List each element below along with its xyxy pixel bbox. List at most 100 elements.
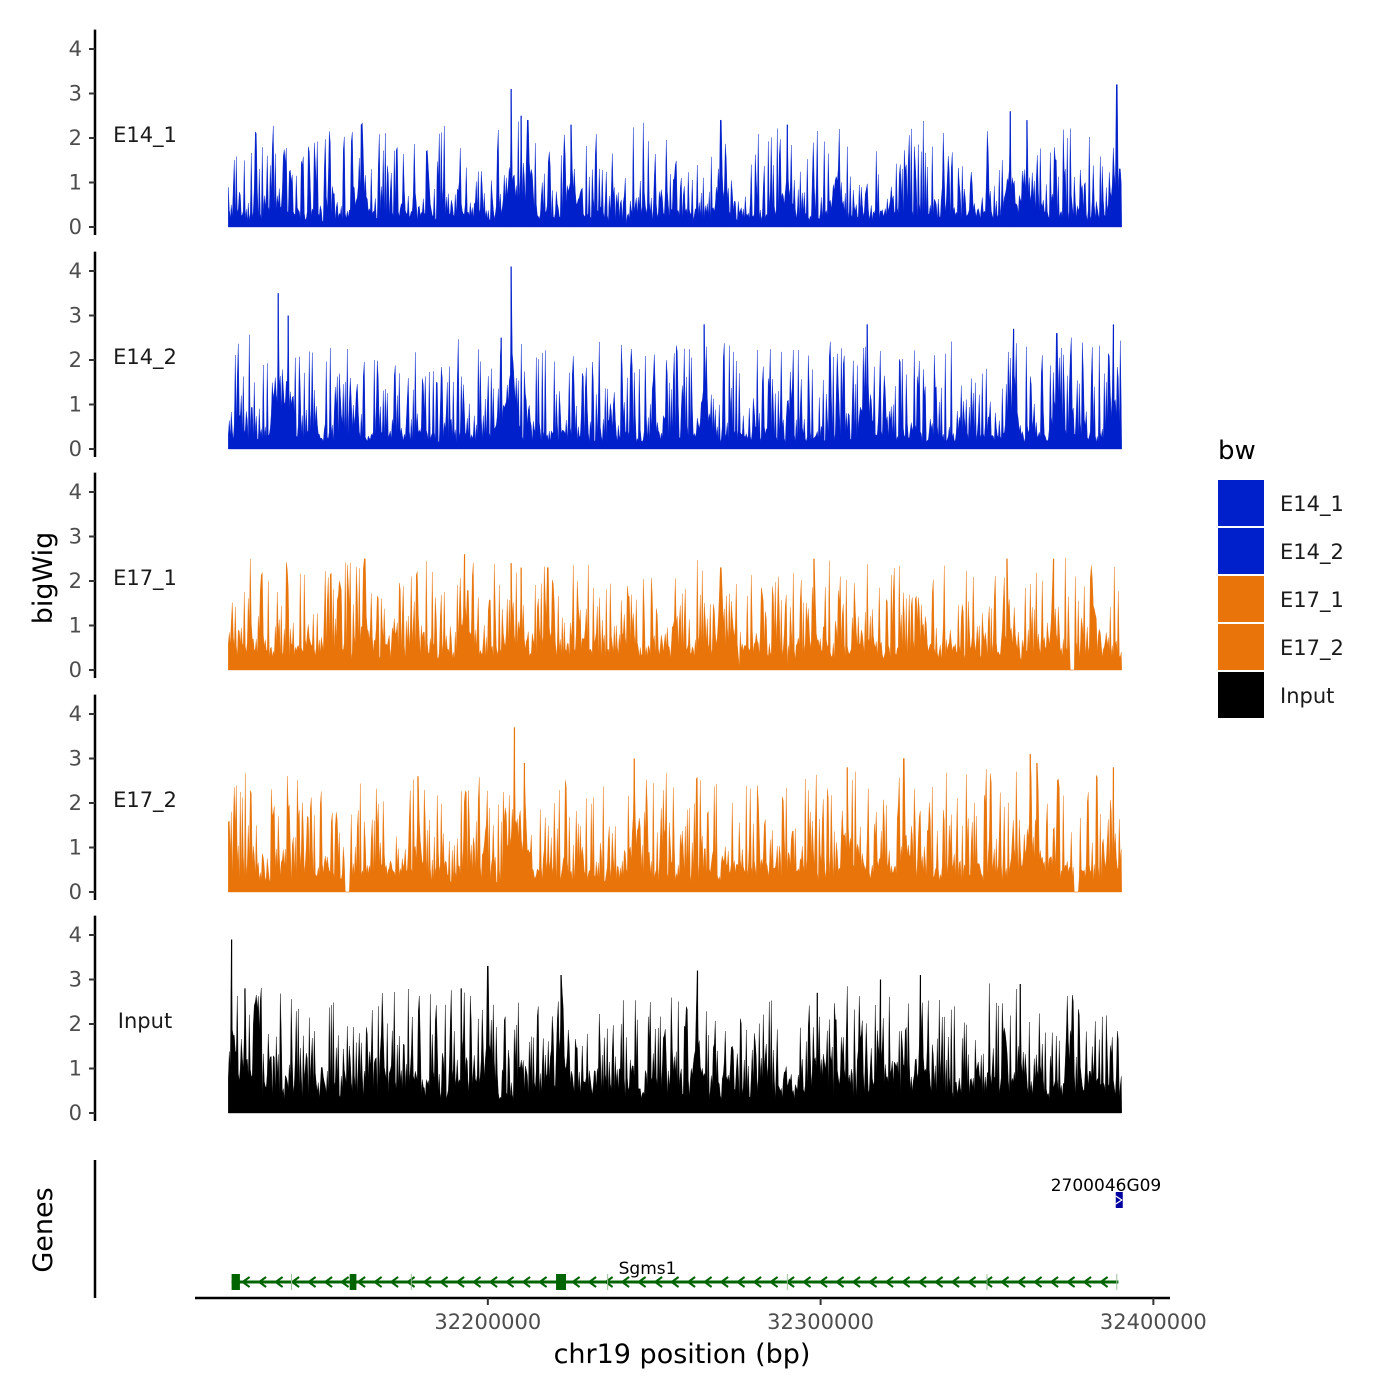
y-tick-label: 4 — [69, 259, 82, 283]
legend-item-e17-2: E17_2 — [1218, 624, 1344, 670]
strand-arrow — [669, 1276, 680, 1288]
y-tick-label: 3 — [69, 747, 82, 771]
strand-arrow — [884, 1276, 894, 1288]
y-tick-label: 3 — [69, 82, 82, 106]
strand-arrow — [521, 1276, 531, 1288]
strand-arrow — [686, 1276, 696, 1288]
coverage-tracks: 0 1 2 3 4 E14_1 0 1 2 3 4 E14_2 0 1 2 3 4 E17_1 0 1 2 3 4 E17_2… — [69, 29, 1122, 1125]
y-tick-label: 4 — [69, 480, 82, 504]
x-tick-label: 32200000 — [434, 1310, 541, 1334]
strand-arrow — [834, 1276, 845, 1288]
legend-swatch — [1218, 528, 1264, 574]
strand-arrow — [438, 1276, 449, 1288]
strand-arrow — [405, 1276, 416, 1288]
x-axis: 32200000 32300000 32400000 — [195, 1296, 1207, 1334]
strand-arrow — [867, 1276, 878, 1288]
y-tick-label: 3 — [69, 525, 82, 549]
track-e14-2: 0 1 2 3 4 E14_2 — [69, 251, 1122, 461]
y-tick-label: 0 — [69, 658, 82, 682]
strand-arrow — [752, 1276, 762, 1288]
strand-arrow — [818, 1276, 828, 1288]
strand-arrow — [603, 1276, 614, 1288]
strand-arrow — [917, 1276, 927, 1288]
legend-swatch — [1218, 672, 1264, 718]
y-tick-label: 3 — [69, 304, 82, 328]
y-tick-label: 1 — [69, 171, 82, 195]
track-label: E17_2 — [113, 788, 177, 813]
strand-arrow — [273, 1276, 284, 1288]
strand-arrow — [636, 1276, 647, 1288]
track-e17-1: 0 1 2 3 4 E17_1 — [69, 472, 1122, 682]
strand-arrow — [240, 1276, 251, 1288]
coverage-area-e14-2 — [228, 266, 1122, 450]
strand-arrow — [999, 1276, 1010, 1288]
legend-swatch — [1218, 480, 1264, 526]
strand-arrow — [290, 1276, 300, 1288]
coverage-area-e17-2 — [228, 727, 1122, 893]
strand-arrow — [257, 1276, 267, 1288]
track-label: Input — [118, 1009, 172, 1033]
strand-arrow — [422, 1276, 432, 1288]
y-axis-title: bigWig — [28, 532, 59, 625]
x-axis-title: chr19 position (bp) — [554, 1339, 811, 1370]
strand-arrow — [570, 1276, 581, 1288]
coverage-area-e14-1 — [228, 84, 1122, 228]
strand-arrow — [933, 1276, 944, 1288]
legend-label: Input — [1280, 684, 1334, 708]
y-tick-label: 2 — [69, 348, 82, 372]
legend-label: E14_2 — [1280, 540, 1344, 565]
strand-arrow — [801, 1276, 812, 1288]
legend-title: bw — [1218, 436, 1256, 466]
y-tick-label: 4 — [69, 37, 82, 61]
y-tick-label: 3 — [69, 968, 82, 992]
strand-arrow — [488, 1276, 498, 1288]
y-tick-label: 0 — [69, 215, 82, 239]
strand-arrow — [455, 1276, 465, 1288]
strand-arrow — [339, 1276, 350, 1288]
y-tick-label: 1 — [69, 836, 82, 860]
strand-arrow — [735, 1276, 746, 1288]
strand-arrow — [306, 1276, 317, 1288]
strand-arrow — [372, 1276, 383, 1288]
strand-arrow — [1016, 1276, 1026, 1288]
track-e14-1: 0 1 2 3 4 E14_1 — [69, 29, 1122, 239]
strand-arrow — [356, 1276, 366, 1288]
strand-arrow — [768, 1276, 779, 1288]
y-tick-label: 2 — [69, 791, 82, 815]
x-tick-label: 32400000 — [1100, 1310, 1207, 1334]
legend-item-e14-2: E14_2 — [1218, 528, 1344, 574]
legend-label: E17_1 — [1280, 588, 1344, 613]
strand-arrow — [966, 1276, 977, 1288]
legend-item-e14-1: E14_1 — [1218, 480, 1344, 526]
strand-arrow — [1115, 1195, 1123, 1205]
strand-arrow — [900, 1276, 911, 1288]
legend: bw E14_1 E14_2 E17_1 E17_2 Input — [1218, 436, 1344, 718]
legend-item-input: Input — [1218, 672, 1334, 718]
gene-label: 2700046G09 — [1051, 1176, 1162, 1196]
y-tick-label: 0 — [69, 880, 82, 904]
strand-arrow — [620, 1276, 630, 1288]
track-label: E17_1 — [113, 566, 177, 591]
exon — [556, 1274, 567, 1290]
legend-swatch — [1218, 624, 1264, 670]
legend-label: E14_1 — [1280, 492, 1344, 517]
strand-arrow — [702, 1276, 713, 1288]
y-tick-label: 0 — [69, 437, 82, 461]
strand-arrow — [950, 1276, 960, 1288]
y-tick-label: 2 — [69, 126, 82, 150]
track-e17-2: 0 1 2 3 4 E17_2 — [69, 694, 1122, 904]
y-tick-label: 1 — [69, 614, 82, 638]
strand-arrow — [389, 1276, 399, 1288]
gene-label: Sgms1 — [619, 1259, 677, 1279]
strand-arrow — [719, 1276, 729, 1288]
strand-arrow — [323, 1276, 333, 1288]
strand-arrow — [1032, 1276, 1043, 1288]
strand-arrow — [983, 1276, 993, 1288]
y-tick-label: 1 — [69, 393, 82, 417]
y-tick-label: 0 — [69, 1101, 82, 1125]
legend-swatch — [1218, 576, 1264, 622]
genes-track: Sgms1 2700046G09 — [93, 1160, 1162, 1298]
y-tick-label: 1 — [69, 1057, 82, 1081]
y-tick-label: 2 — [69, 569, 82, 593]
